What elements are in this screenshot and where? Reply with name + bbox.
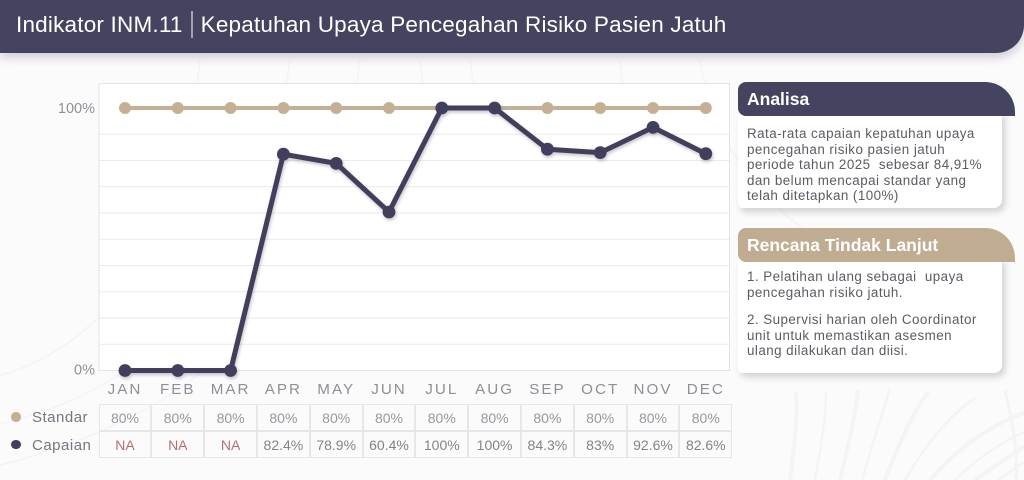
- svg-text:AUG: AUG: [475, 381, 514, 398]
- svg-text:0%: 0%: [74, 363, 95, 379]
- svg-text:MAR: MAR: [211, 381, 251, 398]
- svg-text:NOV: NOV: [634, 381, 673, 398]
- svg-text:FEB: FEB: [160, 381, 196, 398]
- svg-text:JUN: JUN: [371, 381, 407, 398]
- svg-text:SEP: SEP: [529, 381, 565, 398]
- svg-text:100%: 100%: [58, 101, 95, 117]
- svg-text:MAY: MAY: [317, 381, 355, 398]
- svg-text:JUL: JUL: [425, 381, 458, 398]
- svg-text:JAN: JAN: [108, 381, 143, 398]
- svg-text:APR: APR: [265, 381, 302, 398]
- svg-text:DEC: DEC: [687, 381, 725, 398]
- svg-text:OCT: OCT: [581, 381, 619, 398]
